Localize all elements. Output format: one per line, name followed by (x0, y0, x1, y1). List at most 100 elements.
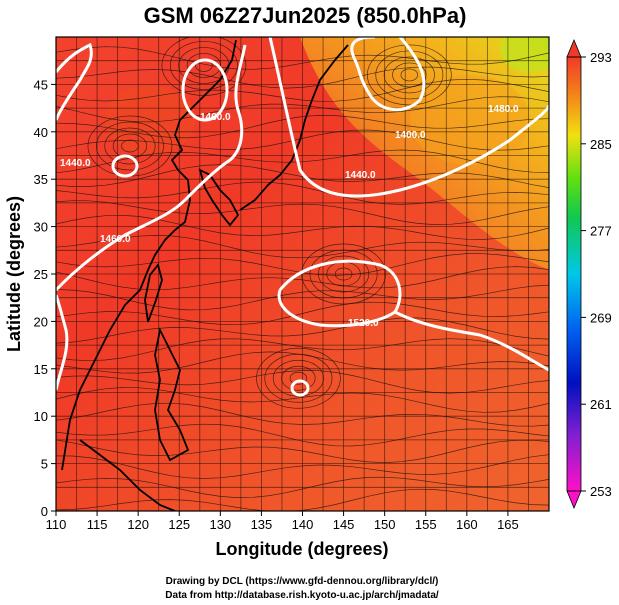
circulation-streamline (104, 127, 156, 165)
colorbar-bottom-arrow (566, 490, 582, 510)
circulation-streamline (289, 371, 308, 385)
colorbar-top-arrow (566, 38, 582, 58)
circulation-streamline (264, 353, 333, 403)
borneo-coastline (79, 439, 176, 511)
streamline (56, 387, 549, 413)
streamline (56, 200, 549, 225)
plot-area: 1440.0 1460.0 1460.0 1520.0 1440.0 1480.… (56, 37, 549, 511)
streamline (56, 66, 549, 89)
y-tick-label: 45 (34, 77, 48, 92)
streamline (56, 181, 549, 205)
y-tick-label: 25 (34, 267, 48, 282)
streamline (56, 164, 549, 188)
x-tick-label: 130 (209, 517, 231, 532)
contour-1480 (268, 37, 549, 198)
circulation-streamline (400, 68, 419, 82)
cool-patch (410, 75, 530, 165)
streamline (56, 317, 549, 344)
x-tick-label: 110 (46, 517, 67, 532)
coastlines (61, 39, 349, 511)
contour-1520-south (277, 289, 396, 328)
asia-coastline (61, 39, 237, 471)
streamline (56, 439, 549, 463)
colorbar-tick-label: 269 (590, 310, 612, 325)
colorbar-ramp (567, 57, 581, 491)
contour-north-low (181, 58, 229, 122)
korea-coastline (198, 168, 240, 227)
colorbar-frame (566, 56, 582, 492)
colorbar-tick-label: 277 (590, 224, 612, 239)
x-axis-ticks: 110 115 120 125 130 135 140 145 150 155 160 165 (46, 511, 519, 532)
streamline (56, 338, 549, 362)
taiwan-coastline (144, 263, 163, 323)
y-tick-label: 35 (34, 172, 48, 187)
x-tick-label: 125 (168, 517, 190, 532)
contour-label: 1480.0 (488, 104, 519, 115)
streamline (56, 214, 549, 240)
x-tick-label: 120 (127, 517, 149, 532)
colorbar-tick-label: 253 (590, 484, 612, 499)
circulation-streamline (334, 267, 353, 281)
x-axis-label: Longitude (degrees) (215, 539, 388, 559)
circulation-streamline (121, 139, 139, 153)
credit-data: Data from http://database.rish.kyoto-u.a… (165, 590, 439, 601)
circulation-streamline (309, 249, 378, 299)
y-axis-ticks: 0 5 10 15 20 25 30 35 40 45 (34, 77, 56, 519)
streamline (56, 129, 549, 151)
x-tick-label: 140 (292, 517, 314, 532)
circulation-streamline (169, 41, 238, 90)
y-tick-label: 10 (34, 409, 48, 424)
streamline (56, 235, 549, 259)
y-tick-label: 0 (41, 504, 48, 519)
streamline (56, 423, 549, 447)
streamline (56, 96, 549, 123)
streamline (56, 46, 549, 70)
circulation-streamline (392, 62, 427, 88)
contour-west-low (111, 154, 139, 178)
circulation-streamline (256, 347, 341, 409)
streamline (56, 284, 549, 311)
circulation-streamline (281, 365, 316, 391)
circulation-streamline (383, 56, 435, 94)
circulation-streamline (366, 44, 452, 106)
japan-coastline (239, 44, 349, 211)
x-tick-label: 145 (333, 517, 355, 532)
contour-label: 1400.0 (395, 130, 426, 141)
streamline (56, 301, 549, 326)
colorbar-tick-label: 285 (590, 137, 612, 152)
contour-label: 1460.0 (100, 234, 131, 245)
contour-small-low (290, 379, 310, 397)
chart-title: GSM 06Z27Jun2025 (850.0hPa) (144, 3, 467, 28)
streamline (56, 476, 549, 498)
streamline (56, 78, 549, 102)
streamline (56, 115, 549, 139)
colorbar: 293 285 277 269 261 253 (566, 38, 612, 510)
streamline (56, 402, 549, 427)
contour-1460-southwest (56, 294, 69, 391)
contour-label: 1460.0 (200, 112, 231, 123)
contour-1460-west (56, 44, 247, 292)
y-tick-label: 15 (34, 362, 48, 377)
x-tick-label: 165 (497, 517, 519, 532)
circulation-streamline (318, 255, 370, 293)
x-tick-label: 160 (456, 517, 478, 532)
contour-label: 1440.0 (345, 170, 376, 181)
colorbar-tick-label: 261 (590, 397, 612, 412)
streamlines (56, 37, 549, 511)
cold-patch (500, 37, 549, 72)
circulation-streamline (301, 243, 386, 305)
x-tick-label: 150 (374, 517, 396, 532)
grid-lines (56, 37, 549, 511)
x-tick-label: 135 (251, 517, 273, 532)
y-tick-label: 40 (34, 125, 48, 140)
x-tick-label: 155 (415, 517, 437, 532)
x-tick-label: 115 (87, 517, 108, 532)
philippines-coastline (154, 327, 190, 462)
credit-drawing: Drawing by DCL (https://www.gfd-dennou.o… (166, 576, 439, 587)
contour-label: 1520.0 (348, 318, 379, 329)
contour-1440-west (56, 42, 93, 121)
circulation-streamline (95, 121, 164, 171)
y-tick-label: 5 (41, 457, 48, 472)
circulation-streamline (186, 53, 222, 78)
